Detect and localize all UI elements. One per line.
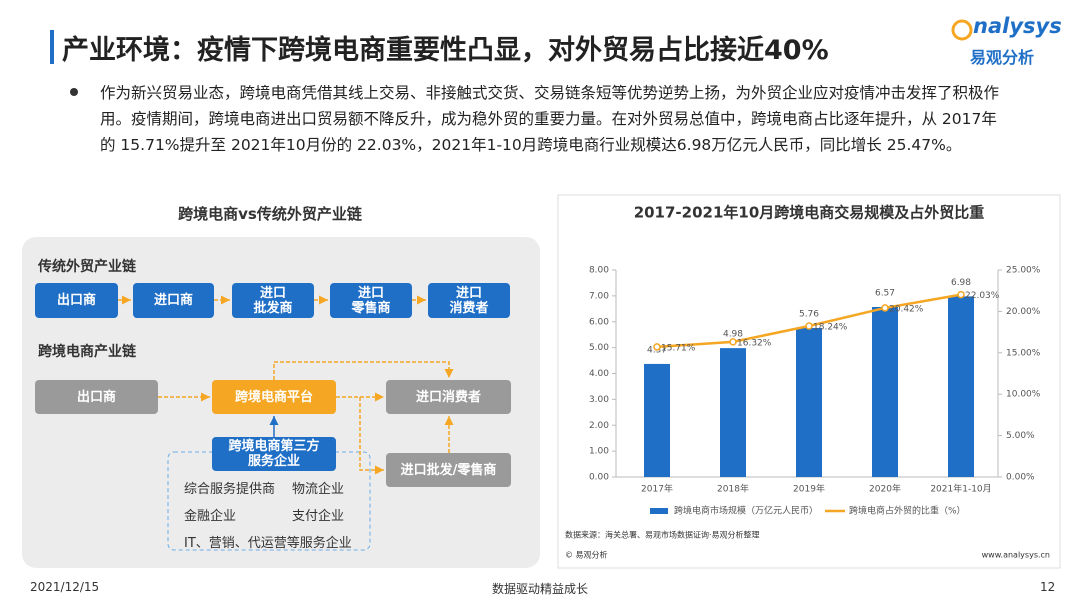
legend-swatch: [650, 508, 668, 514]
bar: [796, 327, 822, 477]
bar: [872, 307, 898, 477]
point: [653, 343, 661, 351]
line-label: 15.71%: [661, 343, 696, 353]
node: 出口商: [35, 283, 118, 318]
point: [729, 338, 737, 346]
y2-tick-label: 5.00%: [1006, 431, 1035, 441]
y-tick-label: 1.00: [589, 447, 609, 457]
x-tick-label: 2020年: [869, 483, 901, 495]
bar-label: 6.98: [951, 278, 971, 288]
node: 进口批发/零售商: [386, 453, 511, 487]
arrows: [118, 295, 454, 475]
x-tick-label: 2019年: [793, 483, 825, 495]
point: [957, 290, 965, 299]
service: 支付企业: [292, 509, 345, 524]
node: 出口商: [35, 380, 158, 414]
logo: nalysys: [973, 14, 1062, 38]
node: 进口商: [133, 283, 214, 318]
line-label: 20.42%: [889, 304, 924, 314]
bar-label: 6.57: [875, 289, 895, 299]
footer-date: 2021/12/15: [30, 580, 100, 594]
service: IT、营销、代运营等服务企业: [184, 536, 352, 551]
bar-label: 4.98: [723, 330, 743, 340]
bar-label: 5.76: [799, 309, 819, 319]
copyright: © 易观分析: [565, 550, 608, 560]
y2-tick-label: 25.00%: [1006, 266, 1041, 276]
node: 进口 批发商: [232, 283, 314, 318]
y-tick-label: 5.00: [589, 343, 609, 353]
row-label: 跨境电商产业链: [38, 344, 136, 360]
point: [805, 322, 813, 330]
y-tick-label: 0.00: [589, 473, 609, 483]
logo-ring: [951, 19, 973, 41]
chart: 2017-2021年10月跨境电商交易规模及占外贸比重 0.00 1.00 2.00 3…: [565, 204, 1050, 560]
y-tick-label: 7.00: [589, 291, 609, 301]
node: 跨境电商平台: [212, 380, 336, 414]
x-tick-label: 2021年1-10月: [930, 483, 991, 495]
y2-tick-label: 0.00%: [1006, 473, 1035, 483]
node: 进口 零售商: [330, 283, 412, 318]
line-label: 18.24%: [813, 322, 848, 332]
point: [881, 304, 889, 312]
node: 进口消费者: [386, 380, 511, 414]
bar: [644, 363, 670, 477]
y-tick-label: 2.00: [589, 421, 609, 431]
legend-label: 跨境电商占外贸的比重（%）: [849, 505, 966, 517]
bullet-dot: [70, 88, 78, 96]
title: 产业环境：疫情下跨境电商重要性凸显，对外贸易占比接近40%: [62, 35, 829, 66]
service: 物流企业: [292, 482, 345, 497]
service: 综合服务提供商: [184, 482, 276, 497]
y-tick-label: 4.00: [589, 369, 609, 379]
line-label: 22.03%: [965, 291, 1000, 301]
x-tick-label: 2017年: [641, 483, 673, 495]
bar: [720, 348, 746, 477]
chart-title: 2017-2021年10月跨境电商交易规模及占外贸比重: [634, 204, 985, 222]
row-label: 传统外贸产业链: [38, 259, 136, 275]
line-label: 16.32%: [737, 338, 772, 348]
y-tick-label: 6.00: [589, 317, 609, 327]
bar: [948, 296, 974, 477]
diagram-title: 跨境电商vs传统外贸产业链: [178, 205, 362, 223]
logo-sub: 易观分析: [970, 48, 1035, 67]
legend-label: 跨境电商市场规模（万亿元人民币）: [674, 505, 818, 517]
footer-page: 12: [1040, 580, 1056, 594]
service: 金融企业: [184, 509, 237, 524]
y-tick-label: 8.00: [589, 266, 609, 276]
footer-slogan: 数据驱动精益成长: [491, 582, 588, 596]
node: 跨境电商第三方 服务企业: [212, 437, 336, 471]
source: 数据来源：海关总署、易观市场数据证询·易观分析整理: [565, 530, 760, 540]
y2-tick-label: 10.00%: [1006, 390, 1041, 400]
node: 进口 消费者: [428, 283, 510, 318]
x-tick-label: 2018年: [717, 483, 749, 495]
y2-tick-label: 15.00%: [1006, 348, 1041, 358]
bullet-text: 作为新兴贸易业态，跨境电商凭借其线上交易、非接触式交货、交易链条短等优势逆势上扬…: [100, 84, 1000, 154]
y2-tick-label: 20.00%: [1006, 307, 1041, 317]
y-tick-label: 3.00: [589, 395, 609, 405]
website: www.analysys.cn: [982, 551, 1050, 560]
title-bar: [50, 30, 54, 64]
